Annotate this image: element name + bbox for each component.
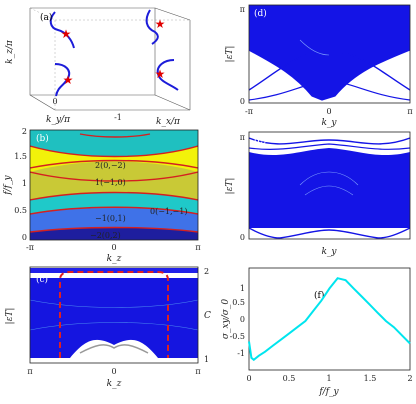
f-xtick: 0.5 [283, 374, 296, 383]
b-xlabel: k_z [107, 254, 122, 264]
f-xtick: 0 [246, 374, 251, 383]
d-ytick: π [240, 5, 245, 14]
e-xlabel: k_y [321, 247, 337, 257]
c-xtick: 0 [111, 367, 116, 376]
a-ylabel: k_z/π [5, 39, 15, 64]
a-tick-minus-one: -1 [114, 113, 122, 122]
star-icon: ★ [155, 67, 166, 81]
b-xtick: π [195, 243, 200, 252]
c-xtick: π [27, 367, 32, 376]
f-ytick: -1 [237, 349, 245, 358]
panel-tag-a: (a) [40, 12, 52, 23]
c-xlabel: k_z [107, 379, 122, 389]
star-icon: ★ [155, 17, 166, 31]
c-right-label: C [204, 311, 211, 321]
star-icon: ★ [63, 73, 74, 87]
f-ylabel: σ_xy/σ_0 [221, 299, 231, 339]
d-ytick: 0 [240, 97, 245, 106]
f-plot [248, 277, 411, 362]
f-ytick: -0.5 [230, 332, 245, 341]
a-xlabel-kx: k_x/π [156, 117, 181, 127]
a-xlabel-ky: k_y/π [46, 115, 71, 125]
e-ytick: π [240, 133, 245, 142]
f-xlabel: f/f_y [318, 387, 339, 397]
f-series-line [248, 277, 411, 362]
panel-b: (b) 0 0.5 1 1.5 2 f/f_y -π 0 π k_z 2(0,−… [3, 127, 201, 264]
b-region-label: −2(0,2) [90, 231, 121, 240]
panel-tag-b: (b) [36, 133, 49, 144]
f-frame [248, 267, 411, 371]
b-ytick: 1 [22, 179, 27, 188]
b-ytick: 0 [22, 233, 27, 242]
f-xtick: 1 [326, 374, 331, 383]
panel-e: (e) π 0 |εT| k_y [225, 131, 411, 257]
d-ylabel: |εT| [225, 46, 235, 63]
c-ylabel: |εT| [5, 308, 15, 325]
f-ytick: 0 [240, 315, 245, 324]
panel-tag-c: (c) [36, 274, 48, 285]
b-xtick: 0 [111, 243, 116, 252]
b-xtick: -π [26, 243, 34, 252]
f-ytick: 1 [240, 284, 245, 293]
b-ytick: 1.5 [14, 152, 27, 161]
panel-tag-f: (f) [314, 290, 324, 301]
c-right-tick: 2 [204, 267, 209, 276]
f-ytick: 0.5 [232, 298, 245, 307]
b-region-label: 1(−1,0) [95, 178, 126, 187]
e-ytick: 0 [240, 233, 245, 242]
panel-d: (d) π 0 |εT| -π 0 π k_y [225, 4, 413, 128]
b-ytick: 2 [22, 127, 27, 136]
b-ylabel: f/f_y [3, 174, 13, 195]
panel-tag-d: (d) [254, 8, 267, 19]
b-region-label: −1(0,1) [95, 214, 126, 223]
d-xtick: π [407, 107, 412, 116]
f-xtick: 1.5 [364, 374, 377, 383]
star-icon: ★ [61, 27, 72, 41]
b-region-label: 0(−1,−1) [150, 207, 187, 216]
c-xtick: π [195, 367, 200, 376]
panel-a: ★ ★ ★ ★ (a) k_z/π 0 k_y/π -1 k_x/π [5, 7, 191, 127]
e-ylabel: |εT| [225, 178, 235, 195]
d-xlabel: k_y [321, 118, 337, 128]
b-region-label: 2(0,−2) [95, 161, 126, 170]
d-xtick: 0 [326, 107, 331, 116]
b-ytick: 0.5 [14, 206, 27, 215]
f-xtick: 2 [407, 374, 412, 383]
d-xtick: -π [245, 107, 253, 116]
panel-f: (f) 1 0.5 0 -0.5 -1 σ_xy/σ_0 0 0.5 1 1.5… [221, 267, 413, 397]
panel-tag-e: (e) [254, 135, 266, 146]
a-tick-zero: 0 [52, 97, 57, 106]
c-right-tick: 1 [204, 355, 209, 364]
panel-c: (c) |εT| 2 1 C π 0 π k_z [5, 266, 211, 389]
